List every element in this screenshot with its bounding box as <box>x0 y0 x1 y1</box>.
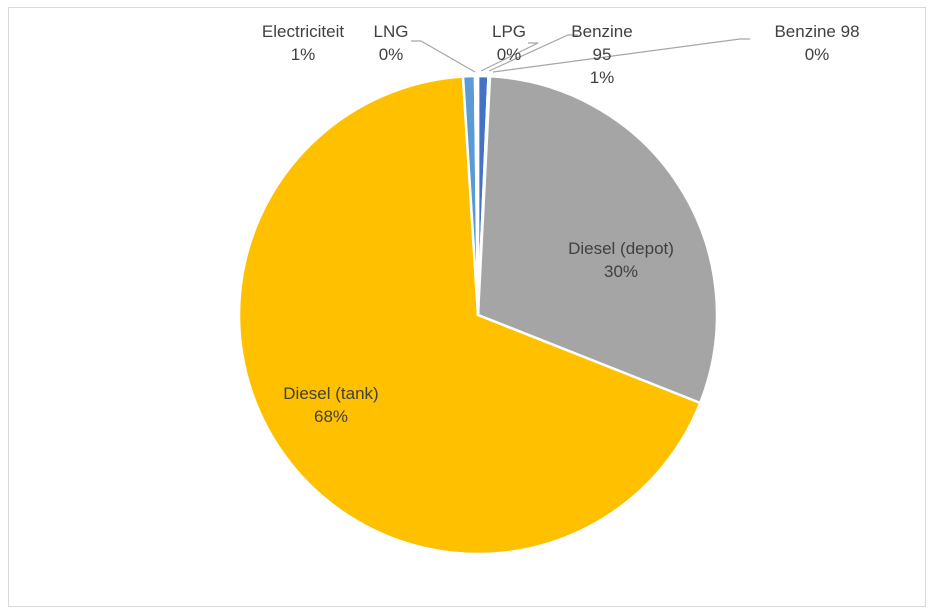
pie-slice-diesel-depot <box>476 75 719 405</box>
data-label-electriciteit: Electriciteit 1% <box>262 22 344 64</box>
leader-line-benzine-98 <box>492 38 750 73</box>
data-label-lpg: LPG 0% <box>492 22 526 64</box>
data-label-percent: 68% <box>314 407 348 426</box>
data-label-lng: LNG 0% <box>374 22 409 64</box>
data-label-name: LPG <box>492 22 526 41</box>
data-label-percent: 0% <box>379 45 404 64</box>
data-label-name: 95 <box>593 45 612 64</box>
data-label-percent: 0% <box>497 45 522 64</box>
data-label-percent: 1% <box>590 68 615 87</box>
data-label-percent: 30% <box>604 262 638 281</box>
chart-area: Benzine 95 1% Benzine 98 0% Diesel (depot) 30%… <box>8 7 926 607</box>
data-label-diesel-depot: Diesel (depot) 30% <box>568 239 674 281</box>
data-label-name: LNG <box>374 22 409 41</box>
data-label-name: Electriciteit <box>262 22 344 41</box>
leader-lines <box>411 34 750 73</box>
data-label-name: Diesel (tank) <box>283 384 378 403</box>
data-label-name: Diesel (depot) <box>568 239 674 258</box>
leader-line-lpg <box>480 42 539 72</box>
pie-slice-diesel-tank <box>237 75 702 556</box>
data-label-benzine-95: Benzine 95 1% <box>571 22 632 87</box>
data-label-benzine-98: Benzine 98 0% <box>774 22 859 64</box>
leader-line-benzine-95 <box>488 34 578 72</box>
data-label-percent: 0% <box>805 45 830 64</box>
data-label-name: Benzine 98 <box>774 22 859 41</box>
pie-slices <box>237 74 719 556</box>
data-label-diesel-tank: Diesel (tank) 68% <box>283 384 378 426</box>
data-label-percent: 1% <box>291 45 316 64</box>
pie-chart: Benzine 95 1% Benzine 98 0% Diesel (depot) 30%… <box>237 22 860 556</box>
data-labels: Benzine 95 1% Benzine 98 0% Diesel (depot) 30%… <box>262 22 860 426</box>
leader-line-lng <box>411 40 476 73</box>
data-label-name: Benzine <box>571 22 632 41</box>
pie-slice-lpg <box>475 74 480 317</box>
